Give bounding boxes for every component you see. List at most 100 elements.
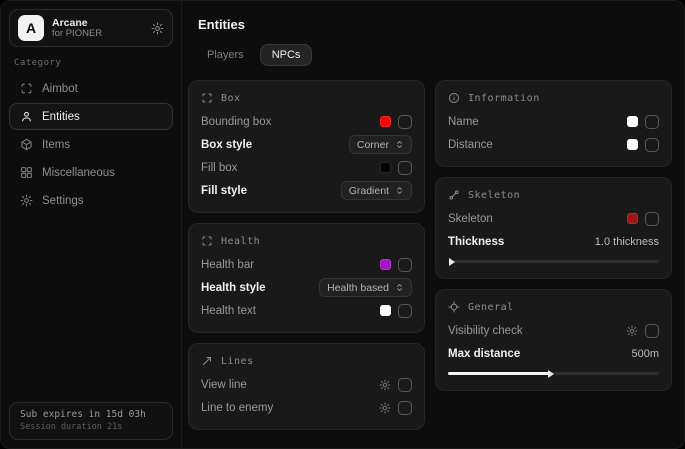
tab-npcs[interactable]: NPCs xyxy=(259,44,313,66)
setting-row-bounding-box: Bounding box xyxy=(201,110,412,133)
gear-icon[interactable] xyxy=(151,22,164,35)
person-icon xyxy=(20,110,33,123)
color-swatch[interactable] xyxy=(380,116,391,127)
setting-label: Distance xyxy=(448,138,493,151)
health-style-dropdown[interactable]: Health based xyxy=(319,278,412,297)
checkbox[interactable] xyxy=(645,323,659,338)
setting-row-box-style: Box style Corner xyxy=(201,133,412,156)
thickness-slider[interactable] xyxy=(448,257,659,266)
chevrons-up-down-icon xyxy=(395,140,404,149)
setting-row-line-to-enemy: Line to enemy xyxy=(201,396,412,419)
entity-tabs: Players NPCs xyxy=(195,44,672,66)
general-card-header: General xyxy=(448,301,659,313)
diagonal-line-icon xyxy=(201,355,213,367)
color-swatch[interactable] xyxy=(627,116,638,127)
setting-label: Fill box xyxy=(201,161,238,174)
setting-row-skeleton: Skeleton xyxy=(448,207,659,230)
checkbox[interactable] xyxy=(398,400,412,415)
setting-row-view-line: View line xyxy=(201,373,412,396)
card-title: Skeleton xyxy=(468,189,521,201)
sidebar: A Arcane for PIONER Category Aimbot Enti… xyxy=(1,1,182,448)
health-card: Health Health bar Health style Health ba… xyxy=(188,223,425,333)
checkbox[interactable] xyxy=(398,160,412,175)
checkbox[interactable] xyxy=(645,211,659,226)
checkbox[interactable] xyxy=(398,114,412,129)
sub-expiry-text: Sub expires in 15d 03h xyxy=(20,409,146,420)
setting-row-health-text: Health text xyxy=(201,299,412,322)
scan-icon xyxy=(20,82,33,95)
setting-label: Box style xyxy=(201,138,253,151)
crosshair-icon xyxy=(448,301,460,313)
slider-handle[interactable] xyxy=(449,257,456,266)
setting-row-fill-box: Fill box xyxy=(201,156,412,179)
setting-row-distance: Distance xyxy=(448,133,659,156)
checkbox[interactable] xyxy=(398,303,412,318)
sidebar-item-entities[interactable]: Entities xyxy=(9,103,173,130)
card-title: Information xyxy=(468,92,540,104)
grid-icon xyxy=(20,166,33,179)
checkbox[interactable] xyxy=(645,114,659,129)
card-columns: Box Bounding box Box style Corner xyxy=(188,80,672,430)
sidebar-item-settings[interactable]: Settings xyxy=(9,187,173,214)
setting-row-fill-style: Fill style Gradient xyxy=(201,179,412,202)
checkbox[interactable] xyxy=(645,137,659,152)
checkbox[interactable] xyxy=(398,377,412,392)
dropdown-value: Health based xyxy=(327,281,389,294)
gear-icon xyxy=(20,194,33,207)
setting-label: Health bar xyxy=(201,258,255,271)
sidebar-item-label: Entities xyxy=(42,110,80,123)
brand-card: A Arcane for PIONER xyxy=(9,9,173,47)
skeleton-card: Skeleton Skeleton Thickness 1.0 thicknes… xyxy=(435,177,672,279)
app-logo: A xyxy=(18,15,44,41)
fill-style-dropdown[interactable]: Gradient xyxy=(340,181,412,200)
card-title: General xyxy=(468,301,514,313)
sidebar-item-label: Settings xyxy=(42,194,84,207)
card-title: Box xyxy=(221,92,241,104)
health-card-header: Health xyxy=(201,235,412,247)
tab-players[interactable]: Players xyxy=(207,49,244,61)
color-swatch[interactable] xyxy=(380,305,391,316)
category-label: Category xyxy=(14,58,62,68)
gear-icon[interactable] xyxy=(379,379,391,391)
cube-icon xyxy=(20,138,33,151)
information-card-header: Information xyxy=(448,92,659,104)
scan-icon xyxy=(201,235,213,247)
slider-handle[interactable] xyxy=(548,369,555,378)
setting-row-health-style: Health style Health based xyxy=(201,276,412,299)
card-title: Lines xyxy=(221,355,254,367)
setting-label: Name xyxy=(448,115,479,128)
max-distance-slider[interactable] xyxy=(448,369,659,378)
gear-icon[interactable] xyxy=(379,402,391,414)
box-style-dropdown[interactable]: Corner xyxy=(348,135,412,154)
skeleton-card-header: Skeleton xyxy=(448,189,659,201)
color-swatch[interactable] xyxy=(380,162,391,173)
session-duration-text: Session duration 21s xyxy=(20,422,123,432)
color-swatch[interactable] xyxy=(627,139,638,150)
subscription-card: Sub expires in 15d 03h Session duration … xyxy=(9,402,173,440)
card-title: Health xyxy=(221,235,261,247)
checkbox[interactable] xyxy=(398,257,412,272)
setting-label: View line xyxy=(201,378,247,391)
sidebar-item-label: Aimbot xyxy=(42,82,78,95)
color-swatch[interactable] xyxy=(627,213,638,224)
setting-label: Health text xyxy=(201,304,256,317)
gear-icon[interactable] xyxy=(626,325,638,337)
main-content: Entities Players NPCs Box Bounding box xyxy=(182,1,684,448)
box-card: Box Bounding box Box style Corner xyxy=(188,80,425,213)
page-title: Entities xyxy=(198,17,245,32)
dropdown-value: Gradient xyxy=(348,184,389,197)
setting-row-thickness: Thickness 1.0 thickness xyxy=(448,230,659,253)
lines-card-header: Lines xyxy=(201,355,412,367)
lines-card: Lines View line Line to enemy xyxy=(188,343,425,430)
setting-label: Visibility check xyxy=(448,324,523,337)
scan-icon xyxy=(201,92,213,104)
sidebar-spacer xyxy=(9,215,173,402)
setting-row-visibility-check: Visibility check xyxy=(448,319,659,342)
dropdown-value: Corner xyxy=(356,138,389,151)
sidebar-item-aimbot[interactable]: Aimbot xyxy=(9,75,173,102)
sidebar-item-items[interactable]: Items xyxy=(9,131,173,158)
sidebar-item-miscellaneous[interactable]: Miscellaneous xyxy=(9,159,173,186)
color-swatch[interactable] xyxy=(380,259,391,270)
chevrons-up-down-icon xyxy=(395,186,404,195)
setting-label: Health style xyxy=(201,281,266,294)
